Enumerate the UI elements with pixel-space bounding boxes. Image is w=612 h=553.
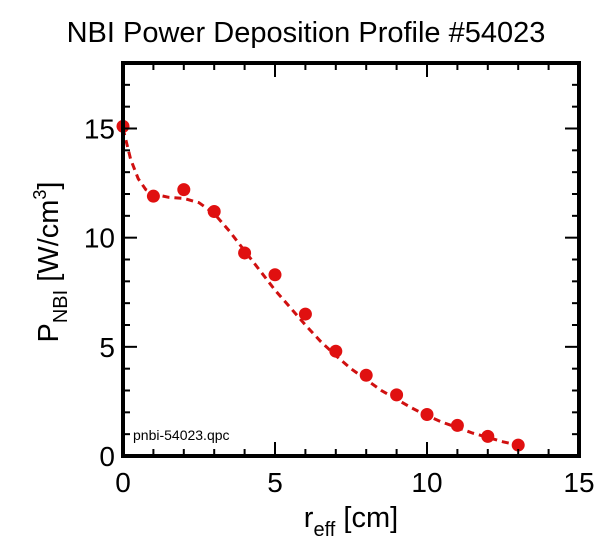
fit-line xyxy=(121,128,519,447)
y-axis-label-main: P xyxy=(33,323,65,342)
x-tick-label: 15 xyxy=(563,467,594,498)
y-axis-label-close: ] xyxy=(33,182,65,190)
y-tick-label: 5 xyxy=(99,332,115,363)
x-axis-label-unit: [cm] xyxy=(335,502,398,534)
plot-frame xyxy=(121,61,581,458)
data-point xyxy=(481,429,495,443)
x-axis-label: reff [cm] xyxy=(304,502,398,541)
y-tick-label: 0 xyxy=(99,441,115,472)
y-axis-label: PNBI [W/cm3] xyxy=(30,182,72,343)
data-point xyxy=(511,438,525,452)
x-axis-label-sub: eff xyxy=(313,519,335,541)
chart-title: NBI Power Deposition Profile #54023 xyxy=(67,17,546,49)
data-point xyxy=(420,408,434,422)
data-point xyxy=(238,246,252,260)
data-point xyxy=(268,268,282,282)
x-tick-label: 10 xyxy=(411,467,442,498)
axis-ticks: 0 5 10 15 0 5 10 15 xyxy=(84,62,595,498)
data-point xyxy=(298,307,312,321)
x-axis-label-main: r xyxy=(304,502,314,534)
y-tick-label: 15 xyxy=(84,114,115,145)
y-tick-label: 10 xyxy=(84,223,115,254)
y-axis-label-unit: [W/cm xyxy=(33,200,65,290)
x-tick-label: 0 xyxy=(115,467,131,498)
data-point xyxy=(207,204,221,218)
data-point xyxy=(146,189,160,203)
x-tick-label: 5 xyxy=(267,467,283,498)
file-annotation: pnbi-54023.qpc xyxy=(133,427,230,443)
data-point xyxy=(359,368,373,382)
data-point xyxy=(450,418,464,432)
data-point xyxy=(390,388,404,402)
data-point xyxy=(329,344,343,358)
y-axis-label-sub: NBI xyxy=(50,290,72,323)
y-axis-label-sup: 3 xyxy=(30,190,50,200)
data-point xyxy=(177,183,191,197)
plot-area xyxy=(116,119,525,452)
